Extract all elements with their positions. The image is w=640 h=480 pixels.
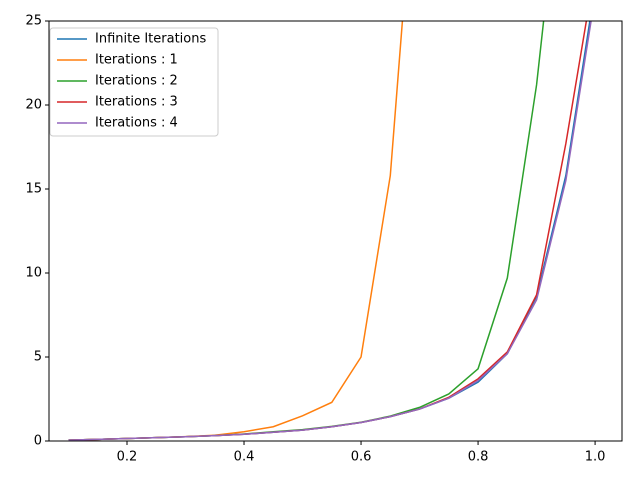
legend-label: Iterations : 1 xyxy=(95,53,178,68)
y-tick-label: 0 xyxy=(34,434,42,449)
legend-label: Iterations : 2 xyxy=(95,74,178,89)
x-tick-label: 0.4 xyxy=(234,450,255,465)
y-tick-label: 20 xyxy=(25,98,42,113)
series-line xyxy=(68,21,592,441)
x-tick-label: 0.6 xyxy=(351,450,372,465)
x-tick-label: 1.0 xyxy=(585,450,606,465)
plot-frame xyxy=(48,20,623,442)
legend-box xyxy=(49,27,219,137)
plot-lines xyxy=(68,21,592,441)
legend-label: Iterations : 4 xyxy=(95,116,178,131)
y-tick-label: 25 xyxy=(25,14,42,29)
y-tick-label: 15 xyxy=(25,182,42,197)
y-tick-label: 5 xyxy=(34,350,42,365)
legend-label: Iterations : 3 xyxy=(95,95,178,110)
x-tick-label: 0.2 xyxy=(117,450,138,465)
y-tick-label: 10 xyxy=(25,266,42,281)
legend-label: Infinite Iterations xyxy=(95,32,206,47)
x-tick-label: 0.8 xyxy=(468,450,489,465)
